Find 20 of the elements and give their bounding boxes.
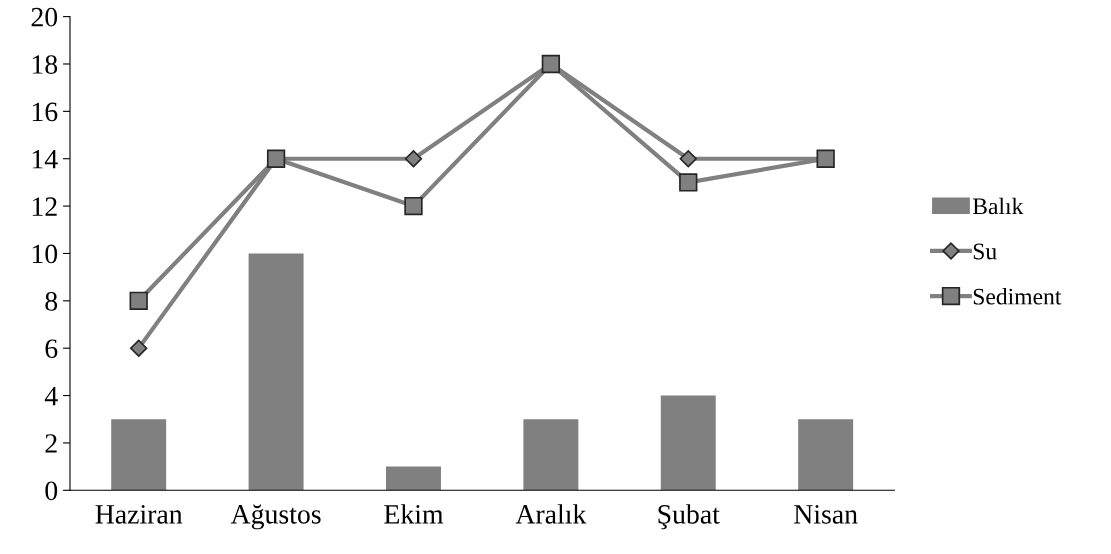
x-tick-label: Nisan [794,505,858,524]
y-tick-label: 4 [44,386,58,406]
y-tick-label: 20 [31,7,58,27]
y-tick-label: 6 [45,339,58,359]
x-tick-label: Aralık [515,504,587,524]
x-tick-label: Ekim [384,504,444,524]
y-tick-label: 8 [45,291,58,311]
x-tick-label: Şubat [658,504,720,530]
x-tick-label: Ağustos [230,504,321,530]
legend-label: Balık [972,197,1024,215]
x-tick-label: Haziran [95,505,183,524]
y-tick-label: 0 [45,481,58,501]
y-tick-label: 18 [32,55,58,74]
y-tick-label: 10 [32,244,58,264]
y-tick-label: 12 [32,197,57,216]
legend-label: Sediment [973,287,1062,305]
y-tick-label: 2 [45,434,57,453]
y-tick-label: 14 [32,150,58,169]
y-tick-label: 16 [32,102,58,122]
legend-label: Su [973,243,997,260]
